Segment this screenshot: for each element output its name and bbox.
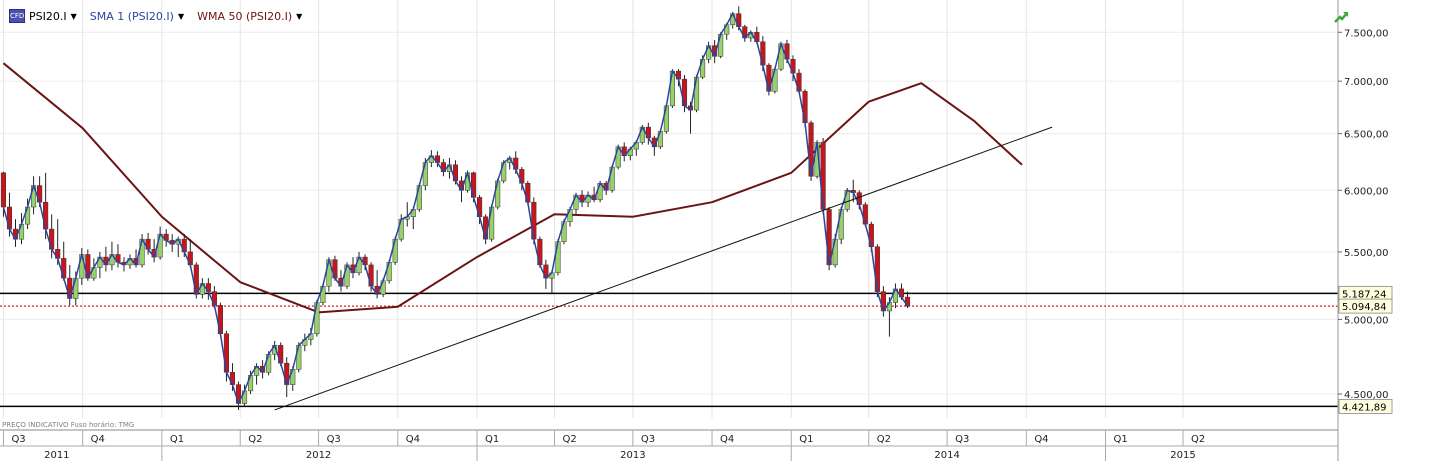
price-tag-label: 4.421,89 bbox=[1342, 402, 1387, 413]
price-tag-box bbox=[1338, 398, 1393, 414]
price-tag-label: 5.094,84 bbox=[1342, 302, 1387, 313]
price-tag-box bbox=[1338, 298, 1393, 314]
year-label: 2015 bbox=[1170, 450, 1195, 461]
price-tags: 5.187,24 5.094,84 4.421,89 bbox=[1338, 285, 1393, 414]
year-label: 2014 bbox=[934, 450, 959, 461]
y-tick-label: 5.500,00 bbox=[1344, 248, 1389, 259]
quarter-label: Q2 bbox=[248, 434, 262, 445]
year-label: 2012 bbox=[306, 450, 331, 461]
sma-dropdown-icon[interactable]: ▼ bbox=[177, 11, 185, 21]
trend-up-arrow-icon[interactable] bbox=[1333, 9, 1349, 25]
chart-symbol-icon[interactable]: CFD bbox=[9, 9, 25, 23]
y-tick-label: 6.500,00 bbox=[1344, 130, 1389, 141]
quarter-label: Q3 bbox=[327, 434, 341, 445]
sma-1-layer bbox=[2, 11, 909, 406]
candle-body bbox=[0, 172, 6, 208]
quarter-label: Q1 bbox=[170, 434, 184, 445]
quarter-label: Q4 bbox=[91, 434, 105, 445]
horizontal-levels bbox=[0, 292, 1338, 408]
y-axis: 4.500,00 5.000,00 5.500,00 6.000,00 6.500,00… bbox=[1337, 0, 1429, 418]
trendline-layer bbox=[274, 126, 1053, 411]
quarter-label: Q1 bbox=[1114, 434, 1128, 445]
chart-header: CFD PSI20.I ▼ SMA 1 (PSI20.I) ▼ WMA 50 (… bbox=[0, 8, 315, 24]
wma-50-layer bbox=[2, 62, 1023, 314]
chart-grid bbox=[0, 0, 1338, 418]
y-axis-background bbox=[1338, 0, 1429, 418]
y-tick-label: 7.000,00 bbox=[1344, 77, 1389, 88]
sma-1-line bbox=[2, 11, 909, 406]
quarter-label: Q1 bbox=[485, 434, 499, 445]
x-axis: Q3 Q4 Q1 Q2 Q3 Q4 Q1 Q2 Q3 Q4 Q1 Q2 Q3 Q4 Q1 Q2 2011 2012… bbox=[0, 418, 1339, 461]
wma-dropdown-icon[interactable]: ▼ bbox=[296, 11, 303, 21]
symbol-label[interactable]: PSI20.I bbox=[29, 9, 67, 23]
quarter-label: Q4 bbox=[406, 434, 420, 445]
symbol-dropdown-icon[interactable]: ▼ bbox=[70, 11, 77, 21]
trendline bbox=[274, 126, 1053, 411]
y-tick-label: 7.500,00 bbox=[1344, 28, 1389, 39]
sma-indicator-label[interactable]: SMA 1 (PSI20.I) bbox=[89, 9, 174, 23]
y-tick-label: 5.000,00 bbox=[1344, 315, 1389, 326]
quarter-label: Q4 bbox=[720, 434, 734, 445]
quarter-label: Q3 bbox=[11, 434, 25, 445]
wma-indicator-label[interactable]: WMA 50 (PSI20.I) bbox=[197, 9, 293, 23]
quarter-label: Q2 bbox=[877, 434, 891, 445]
quarter-label: Q2 bbox=[1191, 434, 1205, 445]
wma-50-line bbox=[2, 62, 1023, 314]
quarter-label: Q4 bbox=[1034, 434, 1048, 445]
footnote: PREÇO INDICATIVO Fuso horário: TMG bbox=[2, 421, 135, 429]
quarter-label: Q3 bbox=[955, 434, 969, 445]
year-label: 2013 bbox=[620, 450, 645, 461]
y-tick-label: 6.000,00 bbox=[1344, 186, 1389, 197]
y-tick-label: 4.500,00 bbox=[1344, 390, 1389, 401]
quarter-label: Q1 bbox=[799, 434, 813, 445]
price-tag-label: 5.187,24 bbox=[1342, 289, 1387, 300]
quarter-label: Q2 bbox=[562, 434, 576, 445]
year-label: 2011 bbox=[44, 450, 69, 461]
quarter-label: Q3 bbox=[641, 434, 655, 445]
